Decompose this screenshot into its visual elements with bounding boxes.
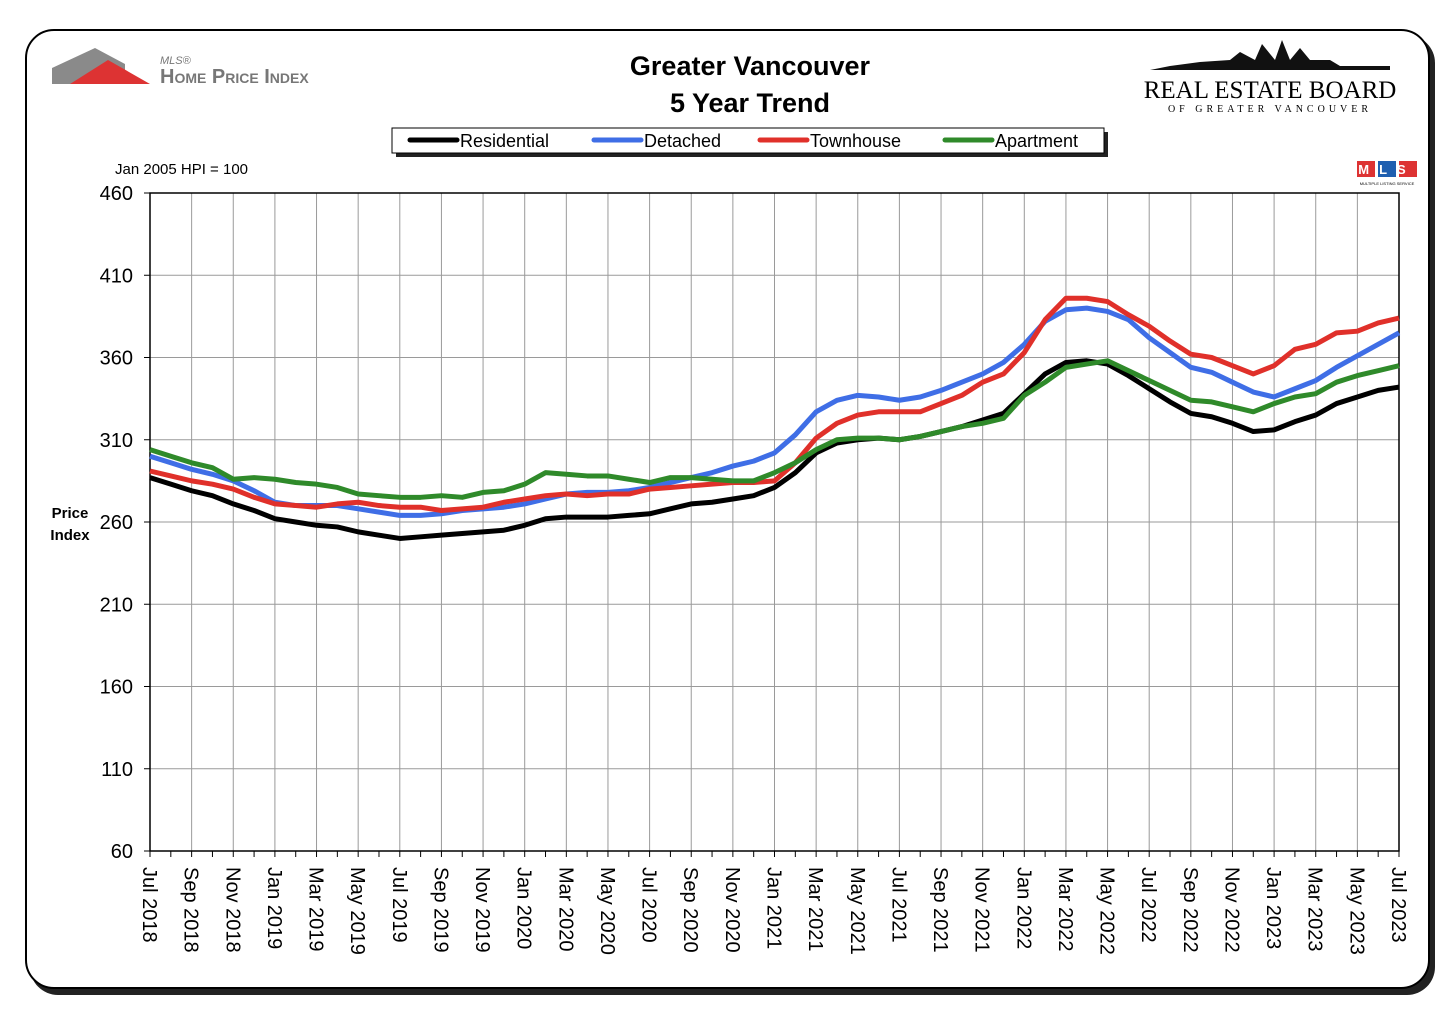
y-tick-label: 460 [100, 183, 133, 205]
logo-small: MLS® [160, 55, 192, 67]
x-tick-label: Jul 2021 [887, 867, 909, 943]
legend-label: Detached [644, 131, 721, 151]
x-tick-label: Jul 2019 [388, 867, 410, 943]
x-tick-label: Jul 2022 [1137, 867, 1159, 943]
x-tick-label: Nov 2018 [221, 867, 243, 953]
x-tick-label: Sep 2021 [929, 867, 951, 953]
x-tick-label: Mar 2022 [1054, 867, 1076, 952]
badge-sub: MULTIPLE LISTING SERVICE [1360, 181, 1415, 186]
badge-text: MLS [1358, 162, 1415, 177]
x-tick-label: Jul 2018 [138, 867, 160, 943]
chart-subtitle: 5 Year Trend [670, 88, 830, 118]
x-tick-label: Sep 2018 [180, 867, 202, 953]
series-line [149, 358, 1400, 541]
x-tick-label: Jan 2022 [1012, 867, 1034, 949]
badge-s [1399, 161, 1417, 177]
x-tick-label: Jan 2020 [513, 867, 535, 949]
x-tick-label: Nov 2022 [1220, 867, 1242, 953]
x-tick-label: Mar 2021 [804, 867, 826, 952]
logo-board-sub: of Greater Vancouver [1168, 104, 1372, 115]
chart-title: Greater Vancouver [630, 51, 871, 81]
x-tick-label: Jan 2021 [763, 867, 785, 949]
x-tick-label: May 2023 [1345, 867, 1367, 955]
x-tick-label: Jan 2019 [263, 867, 285, 949]
x-tick-label: May 2021 [846, 867, 868, 955]
x-tick-label: Jan 2023 [1262, 867, 1284, 949]
y-tick-label: 360 [100, 348, 133, 370]
x-tick-label: Mar 2023 [1304, 867, 1326, 952]
logo-board: Real Estate Board [1144, 77, 1397, 104]
x-tick-label: Jul 2023 [1387, 867, 1409, 943]
x-tick-label: Nov 2020 [721, 867, 743, 953]
logo-skyline [1150, 40, 1390, 70]
x-tick-label: Mar 2020 [554, 867, 576, 952]
x-tick-label: Sep 2019 [429, 867, 451, 953]
y-tick-label: 210 [100, 594, 133, 616]
y-tick-label: 60 [111, 841, 133, 863]
x-tick-label: May 2022 [1096, 867, 1118, 955]
legend-label: Apartment [995, 131, 1078, 151]
x-tick-label: Mar 2019 [305, 867, 327, 952]
y-tick-label: 260 [100, 512, 133, 534]
badge-m [1357, 161, 1375, 177]
x-tick-label: Sep 2022 [1179, 867, 1201, 953]
x-tick-label: Jul 2020 [638, 867, 660, 943]
legend-label: Residential [460, 131, 549, 151]
logo-text: Home Price Index [160, 66, 309, 88]
y-tick-label: 410 [100, 265, 133, 287]
logo-roof [70, 60, 150, 84]
y-tick-label: 310 [100, 430, 133, 452]
x-tick-label: May 2020 [596, 867, 618, 955]
x-tick-label: Sep 2020 [679, 867, 701, 953]
x-tick-label: Nov 2019 [471, 867, 493, 953]
series-line [149, 358, 1400, 500]
legend-label: Townhouse [810, 131, 901, 151]
series-line [149, 295, 1400, 513]
badge-l [1378, 161, 1396, 177]
y-axis-label: Price Index [50, 505, 90, 544]
series-line [149, 305, 1401, 518]
x-tick-label: May 2019 [346, 867, 368, 955]
note: Jan 2005 HPI = 100 [115, 161, 248, 178]
y-tick-label: 160 [100, 677, 133, 699]
y-tick-label: 110 [101, 759, 133, 781]
x-tick-label: Nov 2021 [971, 867, 993, 953]
plot-border [149, 192, 1400, 852]
